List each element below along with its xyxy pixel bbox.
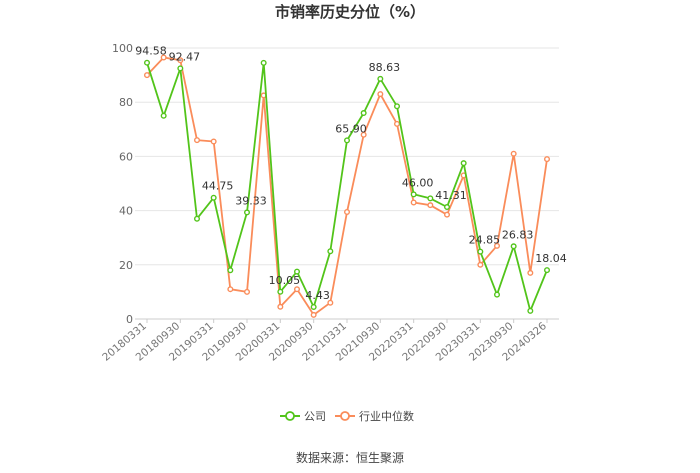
legend-marker	[340, 411, 350, 421]
legend-marker	[285, 411, 295, 421]
data-point	[193, 215, 200, 222]
data-point	[494, 291, 501, 298]
data-point	[410, 191, 417, 198]
legend-label: 公司	[304, 410, 326, 423]
data-point	[260, 59, 267, 66]
data-point	[427, 195, 434, 202]
y-axis: 0 20 40 60 80 100	[112, 42, 133, 326]
data-label: 10.05	[269, 274, 301, 287]
data-point	[177, 65, 184, 72]
data-point	[243, 209, 250, 216]
data-point	[277, 303, 284, 310]
data-point	[394, 103, 401, 110]
data-label: 65.90	[335, 122, 367, 135]
data-point	[193, 137, 200, 144]
y-tick-label: 100	[112, 42, 133, 55]
y-tick-label: 40	[119, 205, 133, 218]
data-point	[277, 288, 284, 295]
data-label: 92.47	[169, 50, 201, 63]
data-point	[510, 150, 517, 157]
data-point	[327, 299, 334, 306]
data-point	[344, 137, 351, 144]
data-point	[377, 91, 384, 98]
source-note: 数据来源：恒生聚源	[296, 450, 404, 465]
data-point	[210, 138, 217, 145]
y-tick-label: 60	[119, 150, 133, 163]
data-point	[227, 267, 234, 274]
data-point	[444, 204, 451, 211]
data-label: 46.00	[402, 176, 434, 189]
data-point	[477, 261, 484, 268]
data-label: 88.63	[369, 61, 401, 74]
data-label: 41.31	[435, 189, 467, 202]
data-point	[243, 288, 250, 295]
data-label: 39.33	[235, 194, 267, 207]
data-point	[527, 269, 534, 276]
data-point	[143, 72, 150, 79]
data-label: 4.43	[305, 289, 330, 302]
data-point	[544, 156, 551, 163]
data-label: 24.85	[469, 234, 501, 247]
chart-title: 市销率历史分位（%）	[275, 3, 425, 21]
data-point	[344, 208, 351, 215]
data-point	[510, 243, 517, 250]
y-tick-label: 0	[126, 313, 133, 326]
y-tick-label: 80	[119, 96, 133, 109]
data-point	[294, 286, 301, 293]
data-point	[227, 286, 234, 293]
data-point	[360, 131, 367, 138]
data-point	[160, 112, 167, 119]
data-point	[143, 59, 150, 66]
data-point	[427, 202, 434, 209]
legend[interactable]: 公司 行业中位数	[280, 409, 414, 423]
data-point	[494, 242, 501, 249]
data-point	[360, 110, 367, 117]
y-tick-label: 20	[119, 259, 133, 272]
data-point	[160, 54, 167, 61]
series-layer	[143, 54, 551, 318]
data-point	[477, 248, 484, 255]
data-label: 44.75	[202, 180, 234, 193]
legend-item-0[interactable]: 公司	[280, 410, 326, 423]
data-label: 94.58	[135, 45, 167, 58]
data-point	[294, 268, 301, 275]
data-point	[444, 211, 451, 218]
data-point	[310, 311, 317, 318]
data-point	[310, 303, 317, 310]
data-point	[544, 267, 551, 274]
data-point	[394, 120, 401, 127]
data-point	[460, 160, 467, 167]
data-point	[410, 199, 417, 206]
legend-label: 行业中位数	[359, 409, 414, 423]
data-point	[527, 307, 534, 314]
grid	[135, 47, 559, 320]
x-axis: 2018033120180930201903312019093020200331…	[100, 318, 559, 364]
data-label: 18.04	[535, 252, 567, 265]
data-point	[210, 194, 217, 201]
data-point	[327, 248, 334, 255]
data-label: 26.83	[502, 228, 534, 241]
data-point	[177, 57, 184, 64]
data-point	[377, 75, 384, 82]
legend-item-1[interactable]: 行业中位数	[335, 409, 414, 423]
